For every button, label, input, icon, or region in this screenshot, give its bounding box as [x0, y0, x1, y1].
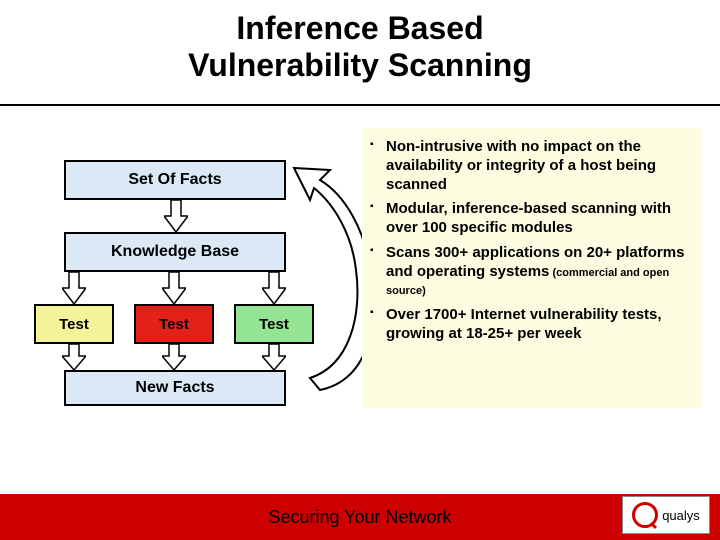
bullet-3: Scans 300+ applications on 20+ platforms…: [368, 244, 690, 300]
box-knowledge-base: Knowledge Base: [64, 232, 286, 272]
label-test-2: Test: [159, 316, 189, 333]
box-test-1: Test: [34, 304, 114, 344]
title-rule: [0, 104, 720, 106]
footer-text: Securing Your Network: [0, 494, 720, 540]
bullet-4: Over 1700+ Internet vulnerability tests,…: [368, 306, 690, 344]
bullet-1-text: Non-intrusive with no impact on the avai…: [386, 138, 656, 193]
label-test-1: Test: [59, 316, 89, 333]
inference-diagram: Set Of Facts Knowledge Base Test Test Te…: [34, 160, 316, 406]
slide-title: Inference Based Vulnerability Scanning: [0, 10, 720, 84]
bullet-2-text: Modular, inference-based scanning with o…: [386, 200, 671, 236]
box-test-2: Test: [134, 304, 214, 344]
box-test-3: Test: [234, 304, 314, 344]
bullet-2: Modular, inference-based scanning with o…: [368, 200, 690, 238]
bullet-4-text: Over 1700+ Internet vulnerability tests,…: [386, 306, 662, 342]
bullets-list: Non-intrusive with no impact on the avai…: [368, 138, 690, 344]
arrow-facts-to-kb: [164, 200, 188, 232]
label-set-of-facts: Set Of Facts: [128, 171, 221, 189]
qualys-logo-icon: [632, 502, 658, 528]
bullets-panel: Non-intrusive with no impact on the avai…: [362, 128, 702, 408]
arrow-t3-to-new: [262, 344, 286, 370]
arrow-t1-to-new: [62, 344, 86, 370]
slide: { "title_line1": "Inference Based", "tit…: [0, 0, 720, 540]
bullet-1: Non-intrusive with no impact on the avai…: [368, 138, 690, 194]
title-line2: Vulnerability Scanning: [188, 47, 532, 83]
title-line1: Inference Based: [236, 10, 483, 46]
label-new-facts: New Facts: [135, 379, 214, 397]
arrow-kb-to-t2: [162, 272, 186, 304]
arrow-t2-to-new: [162, 344, 186, 370]
box-new-facts: New Facts: [64, 370, 286, 406]
qualys-logo-text: qualys: [662, 508, 700, 523]
box-set-of-facts: Set Of Facts: [64, 160, 286, 200]
arrow-kb-to-t1: [62, 272, 86, 304]
footer-text-label: Securing Your Network: [268, 507, 451, 528]
label-knowledge-base: Knowledge Base: [111, 243, 239, 261]
label-test-3: Test: [259, 316, 289, 333]
arrow-kb-to-t3: [262, 272, 286, 304]
qualys-logo: qualys: [622, 496, 710, 534]
